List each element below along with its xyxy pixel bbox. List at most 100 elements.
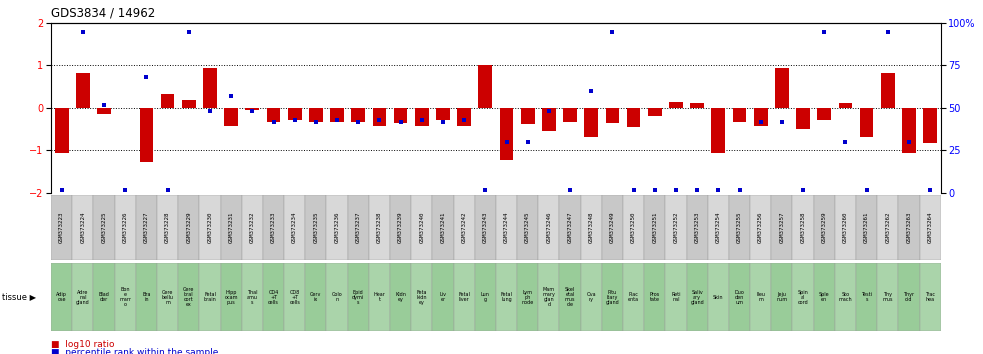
Bar [242, 263, 262, 331]
Text: GSM373259: GSM373259 [822, 212, 827, 243]
Bar [351, 108, 365, 121]
Bar [923, 108, 937, 143]
Text: Lun
g: Lun g [481, 292, 490, 302]
Point [562, 187, 578, 192]
Bar [644, 263, 665, 331]
Text: GSM373251: GSM373251 [653, 212, 658, 243]
Text: Lym
ph
node: Lym ph node [522, 290, 534, 304]
Bar [792, 195, 814, 260]
Bar [775, 68, 788, 108]
Point [117, 187, 133, 192]
Point [689, 187, 705, 192]
Bar [140, 108, 153, 162]
Bar [55, 108, 69, 153]
Bar [390, 263, 411, 331]
Text: GSM373234: GSM373234 [292, 212, 297, 243]
Bar [581, 263, 602, 331]
Bar [796, 108, 810, 129]
Bar [348, 195, 369, 260]
Bar [453, 263, 475, 331]
Bar [475, 195, 496, 260]
Bar [373, 108, 386, 126]
Bar [539, 195, 559, 260]
Text: GSM373252: GSM373252 [673, 212, 678, 243]
Bar [686, 263, 708, 331]
Bar [772, 263, 792, 331]
Text: Pitu
itary
gland: Pitu itary gland [606, 290, 619, 304]
Text: Feta
kidn
ey: Feta kidn ey [417, 290, 427, 304]
Bar [479, 65, 492, 108]
Point [287, 117, 303, 123]
Text: Pros
tate: Pros tate [650, 292, 660, 302]
Point [541, 109, 556, 114]
Bar [856, 195, 877, 260]
Bar [792, 263, 814, 331]
Bar [266, 108, 280, 121]
Bar [750, 263, 772, 331]
Text: GSM373238: GSM373238 [376, 212, 382, 243]
Point [626, 187, 642, 192]
Text: GSM373233: GSM373233 [271, 212, 276, 243]
Bar [665, 263, 686, 331]
Point [774, 119, 789, 124]
Text: CD4
+T
cells: CD4 +T cells [268, 290, 279, 304]
Bar [902, 108, 916, 153]
Bar [306, 263, 326, 331]
Text: Sto
mach: Sto mach [838, 292, 852, 302]
Text: Bra
in: Bra in [143, 292, 150, 302]
Bar [521, 108, 535, 124]
Bar [348, 263, 369, 331]
Text: GSM373226: GSM373226 [123, 212, 128, 243]
Bar [200, 263, 220, 331]
Bar [495, 195, 517, 260]
Text: Duo
den
um: Duo den um [734, 290, 744, 304]
Text: Testi
s: Testi s [861, 292, 872, 302]
Text: Thy
mus: Thy mus [883, 292, 893, 302]
Text: Adip
ose: Adip ose [56, 292, 67, 302]
Text: tissue ▶: tissue ▶ [2, 292, 36, 302]
Point [838, 139, 853, 145]
Bar [898, 195, 919, 260]
Text: GSM373255: GSM373255 [737, 212, 742, 243]
Text: GSM373236: GSM373236 [334, 212, 339, 243]
Bar [97, 108, 111, 114]
Bar [51, 263, 73, 331]
Text: GSM373243: GSM373243 [483, 212, 488, 243]
Bar [178, 195, 200, 260]
Bar [602, 263, 623, 331]
Point [329, 117, 345, 123]
Bar [411, 195, 433, 260]
Text: GSM373250: GSM373250 [631, 212, 636, 243]
Bar [288, 108, 302, 120]
Text: ■  percentile rank within the sample: ■ percentile rank within the sample [51, 348, 218, 354]
Bar [606, 108, 619, 123]
Bar [242, 195, 262, 260]
Bar [877, 195, 898, 260]
Text: GSM373260: GSM373260 [842, 212, 848, 243]
Bar [309, 108, 322, 121]
Text: GDS3834 / 14962: GDS3834 / 14962 [51, 6, 155, 19]
Bar [817, 108, 831, 120]
Text: GSM373237: GSM373237 [356, 212, 361, 243]
Text: GSM373240: GSM373240 [420, 212, 425, 243]
Text: GSM373225: GSM373225 [101, 212, 106, 243]
Point [668, 187, 684, 192]
Text: ■  log10 ratio: ■ log10 ratio [51, 339, 115, 349]
Text: Jeju
num: Jeju num [777, 292, 787, 302]
Point [139, 75, 154, 80]
Bar [93, 263, 115, 331]
Bar [330, 108, 344, 121]
Text: Kidn
ey: Kidn ey [395, 292, 406, 302]
Bar [76, 73, 89, 108]
Text: Bon
e
marr
o: Bon e marr o [119, 287, 132, 307]
Point [308, 119, 323, 124]
Bar [898, 263, 919, 331]
Bar [390, 195, 411, 260]
Point [372, 117, 387, 123]
Text: GSM373242: GSM373242 [462, 212, 467, 243]
Text: GSM373244: GSM373244 [504, 212, 509, 243]
Point [350, 119, 366, 124]
Point [880, 29, 896, 34]
Point [160, 187, 176, 192]
Bar [708, 195, 729, 260]
